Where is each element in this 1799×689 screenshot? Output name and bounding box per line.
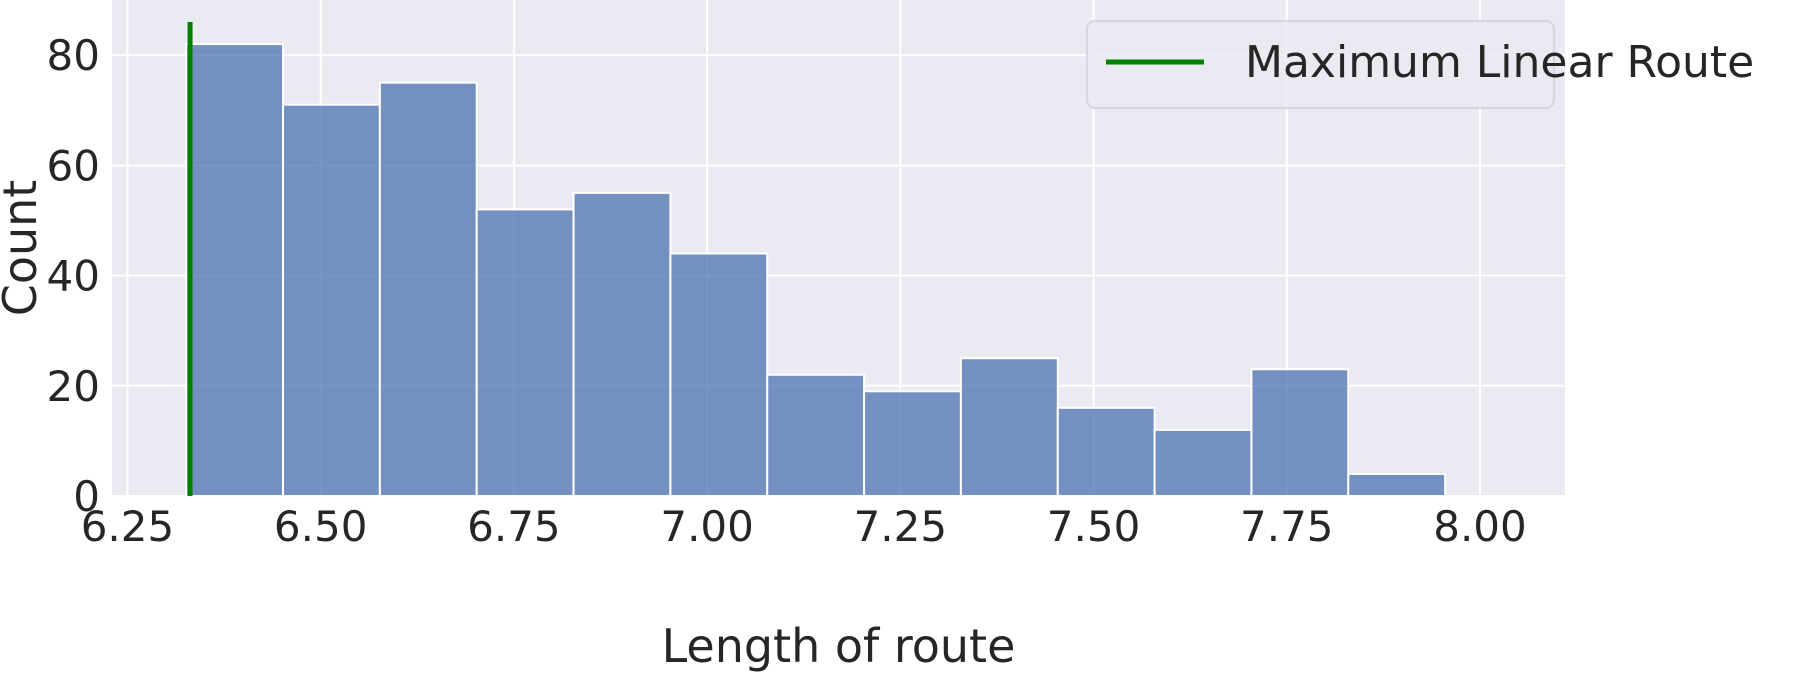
histogram-bar: [282, 103, 381, 497]
y-tick-label: 40: [47, 252, 100, 301]
histogram-bar: [1056, 406, 1156, 498]
x-tick-label: 8.00: [1433, 502, 1527, 551]
histogram-bar: [1250, 368, 1350, 497]
histogram-bar: [863, 390, 962, 497]
y-tick-label: 0: [73, 472, 100, 521]
histogram-bar: [959, 357, 1059, 497]
y-tick-label: 60: [47, 141, 100, 190]
legend-entry-label: Maximum Linear Route: [1245, 37, 1754, 88]
histogram-bar: [1347, 472, 1447, 498]
histogram-bar: [766, 373, 866, 497]
x-tick-label: 7.75: [1240, 502, 1334, 551]
histogram-bar: [669, 252, 769, 497]
x-tick-label: 7.50: [1047, 502, 1141, 551]
x-axis-ticks: 6.25 6.50 6.75 7.00 7.25 7.50 7.75 8.00: [81, 502, 1527, 551]
legend-box: [1086, 20, 1555, 109]
x-tick-label: 6.50: [274, 502, 368, 551]
legend: Maximum Linear Route: [1086, 20, 1754, 109]
y-tick-label: 20: [47, 362, 100, 411]
x-tick-label: 6.25: [81, 502, 175, 551]
histogram-bar: [185, 43, 285, 497]
x-tick-label: 6.75: [467, 502, 561, 551]
x-tick-label: 7.25: [854, 502, 948, 551]
y-axis-ticks: 0 20 40 60 80: [47, 31, 100, 521]
histogram-bar: [475, 208, 575, 498]
histogram-bar: [378, 81, 478, 498]
y-tick-label: 80: [47, 31, 100, 80]
y-axis-label: Count: [0, 180, 47, 317]
x-tick-label: 7.00: [660, 502, 754, 551]
histogram-bar: [572, 191, 672, 497]
histogram-bars: [185, 43, 1447, 498]
x-axis-label: Length of route: [662, 619, 1016, 673]
histogram-bar: [1153, 428, 1253, 497]
